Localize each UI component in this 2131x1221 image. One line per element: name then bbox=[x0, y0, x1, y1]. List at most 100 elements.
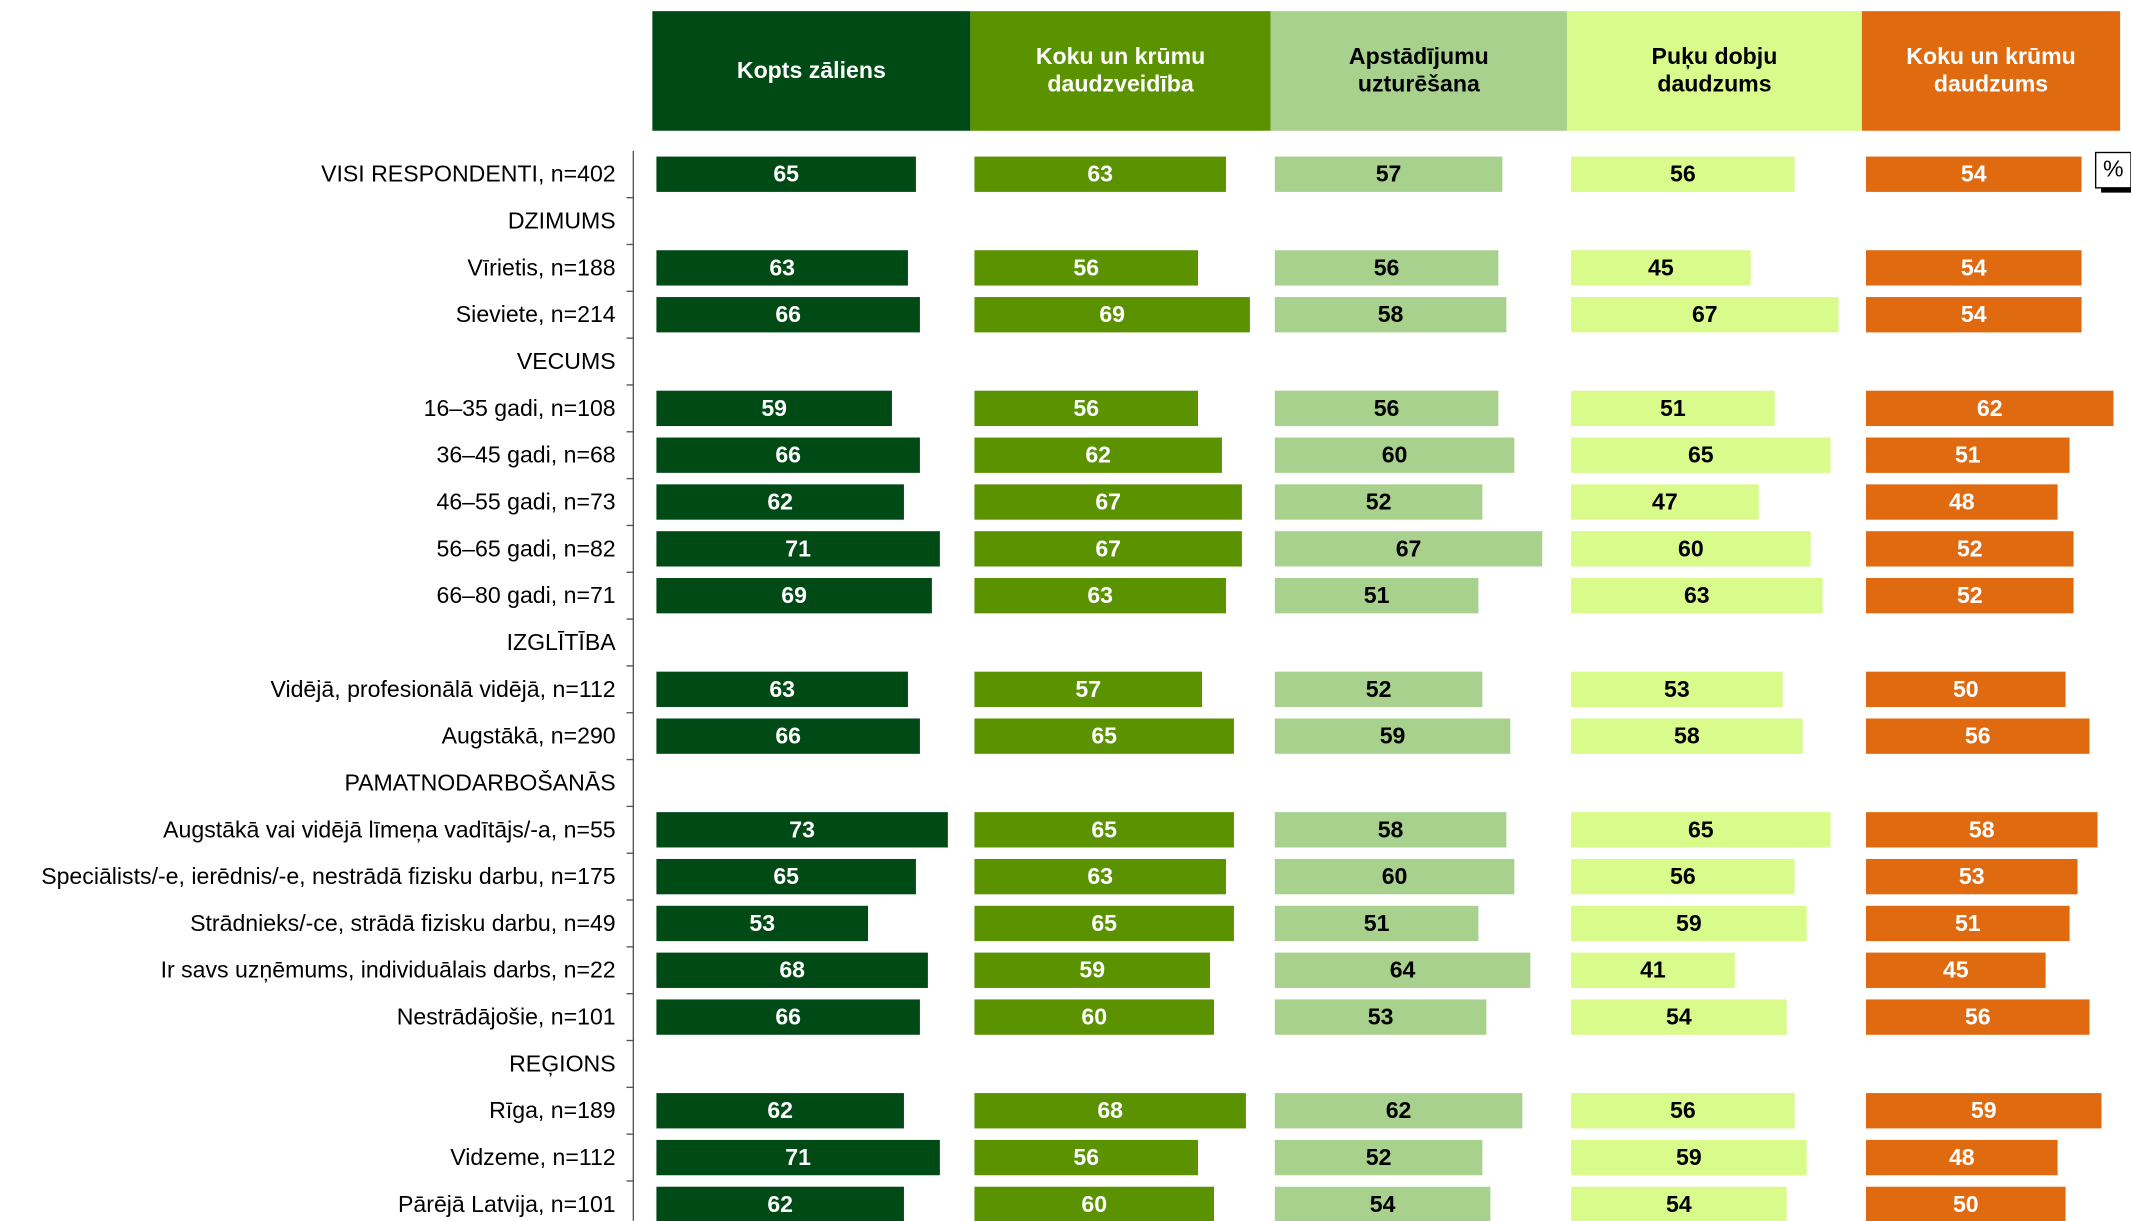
panel-header bbox=[1270, 11, 1567, 131]
bar bbox=[656, 156, 916, 192]
bar-value-label: 63 bbox=[769, 254, 795, 280]
bar bbox=[656, 1186, 904, 1221]
bar-value-label: 58 bbox=[1378, 301, 1404, 327]
bar-value-label: 51 bbox=[1364, 910, 1390, 936]
bar bbox=[1865, 250, 2082, 286]
category-label: 66–80 gadi, n=71 bbox=[436, 582, 615, 608]
bar-value-label: 62 bbox=[1386, 1097, 1412, 1123]
bar bbox=[1571, 531, 1811, 567]
bar-value-label: 56 bbox=[1073, 254, 1099, 280]
bar bbox=[1571, 718, 1803, 754]
bar bbox=[1571, 999, 1787, 1035]
bar bbox=[1274, 952, 1531, 988]
bar-value-label: 66 bbox=[775, 1004, 801, 1030]
bar-value-label: 41 bbox=[1640, 957, 1666, 983]
bar bbox=[1571, 1186, 1787, 1221]
bar-value-label: 54 bbox=[1961, 161, 1987, 187]
bar bbox=[1274, 858, 1515, 895]
bar bbox=[1274, 905, 1479, 942]
bar-value-label: 45 bbox=[1648, 254, 1674, 280]
bar bbox=[656, 718, 920, 754]
bar-value-label: 53 bbox=[1959, 863, 1985, 889]
legend-entry: Koku un krūmu daudzveidība bbox=[1035, 43, 1206, 97]
bar-value-label: 56 bbox=[1073, 395, 1099, 421]
bar-value-label: 62 bbox=[1977, 395, 2003, 421]
bar bbox=[1865, 999, 2090, 1035]
legend-entry: Puķu dobju daudzums bbox=[1651, 43, 1778, 97]
bar-value-label: 56 bbox=[1670, 863, 1696, 889]
bar-value-label: 56 bbox=[1670, 161, 1696, 187]
bar bbox=[1865, 858, 2078, 895]
bar-value-label: 54 bbox=[1666, 1191, 1692, 1217]
legend-entry: Apstādījumu uzturēšana bbox=[1348, 43, 1489, 97]
bar bbox=[1571, 437, 1831, 473]
bar-value-label: 50 bbox=[1953, 1191, 1979, 1217]
bar bbox=[1571, 905, 1807, 942]
bar bbox=[1274, 999, 1487, 1035]
bar bbox=[974, 671, 1203, 707]
bar bbox=[1865, 905, 2070, 942]
bar bbox=[974, 437, 1222, 473]
panel-header-box: Koku un krūmu daudzveidība bbox=[1035, 43, 1206, 97]
bar-value-label: 63 bbox=[1087, 161, 1113, 187]
bar bbox=[1865, 484, 2058, 520]
bar bbox=[656, 484, 904, 520]
bar-value-label: 56 bbox=[1965, 723, 1991, 749]
bar-value-label: 60 bbox=[1678, 535, 1704, 561]
bar bbox=[1274, 531, 1543, 567]
panel-header bbox=[1861, 11, 2121, 131]
bar-value-label: 57 bbox=[1376, 161, 1402, 187]
bar-value-label: 48 bbox=[1949, 488, 1975, 514]
bar bbox=[1274, 297, 1507, 333]
bar bbox=[656, 999, 920, 1035]
bar-value-label: 59 bbox=[761, 395, 787, 421]
bar bbox=[656, 1093, 904, 1129]
bar-value-label: 58 bbox=[1378, 816, 1404, 842]
bar bbox=[1274, 484, 1483, 520]
bar bbox=[656, 297, 920, 333]
bar bbox=[974, 1093, 1246, 1129]
bar bbox=[656, 952, 928, 988]
bar bbox=[974, 578, 1226, 614]
category-label: Speciālists/-e, ierēdnis/-e, nestrādā fi… bbox=[41, 863, 615, 889]
bar bbox=[1571, 484, 1759, 520]
bar-value-label: 62 bbox=[767, 1097, 793, 1123]
category-label: VISI RESPONDENTI, n=402 bbox=[321, 161, 616, 187]
bar bbox=[1274, 1139, 1483, 1176]
category-label: 16–35 gadi, n=108 bbox=[424, 395, 616, 421]
bar-value-label: 68 bbox=[1097, 1097, 1123, 1123]
category-label: 46–55 gadi, n=73 bbox=[436, 488, 615, 514]
bar bbox=[1571, 858, 1795, 895]
bar bbox=[974, 390, 1199, 427]
bar bbox=[974, 858, 1226, 895]
category-label: VECUMS bbox=[517, 348, 616, 374]
bar-value-label: 52 bbox=[1957, 535, 1983, 561]
bar-value-label: 51 bbox=[1364, 582, 1390, 608]
bar bbox=[1865, 156, 2082, 192]
bar-value-label: 52 bbox=[1366, 676, 1392, 702]
bar-value-label: 47 bbox=[1652, 488, 1678, 514]
bar bbox=[656, 531, 940, 567]
bar-value-label: 63 bbox=[769, 676, 795, 702]
bar bbox=[1571, 578, 1823, 614]
bar bbox=[1274, 390, 1499, 427]
bar-value-label: 65 bbox=[1091, 723, 1117, 749]
bar-value-label: 48 bbox=[1949, 1144, 1975, 1170]
bar-value-label: 50 bbox=[1953, 676, 1979, 702]
bar-value-label: 51 bbox=[1660, 395, 1686, 421]
bar bbox=[656, 578, 932, 614]
category-label: Vīrietis, n=188 bbox=[467, 254, 615, 280]
panel-header-box: Puķu dobju daudzums bbox=[1651, 43, 1778, 97]
bar-value-label: 65 bbox=[1091, 910, 1117, 936]
bar bbox=[656, 812, 948, 848]
bar-value-label: 56 bbox=[1965, 1004, 1991, 1030]
bar-value-label: 69 bbox=[781, 582, 807, 608]
bar bbox=[1571, 671, 1783, 707]
bar bbox=[656, 905, 869, 942]
category-label: 36–45 gadi, n=68 bbox=[436, 442, 615, 468]
bar-value-label: 59 bbox=[1380, 723, 1406, 749]
bar-value-label: 58 bbox=[1674, 723, 1700, 749]
bar-value-label: 59 bbox=[1079, 957, 1105, 983]
bar-value-label: 67 bbox=[1095, 535, 1121, 561]
bar-value-label: 45 bbox=[1943, 957, 1969, 983]
